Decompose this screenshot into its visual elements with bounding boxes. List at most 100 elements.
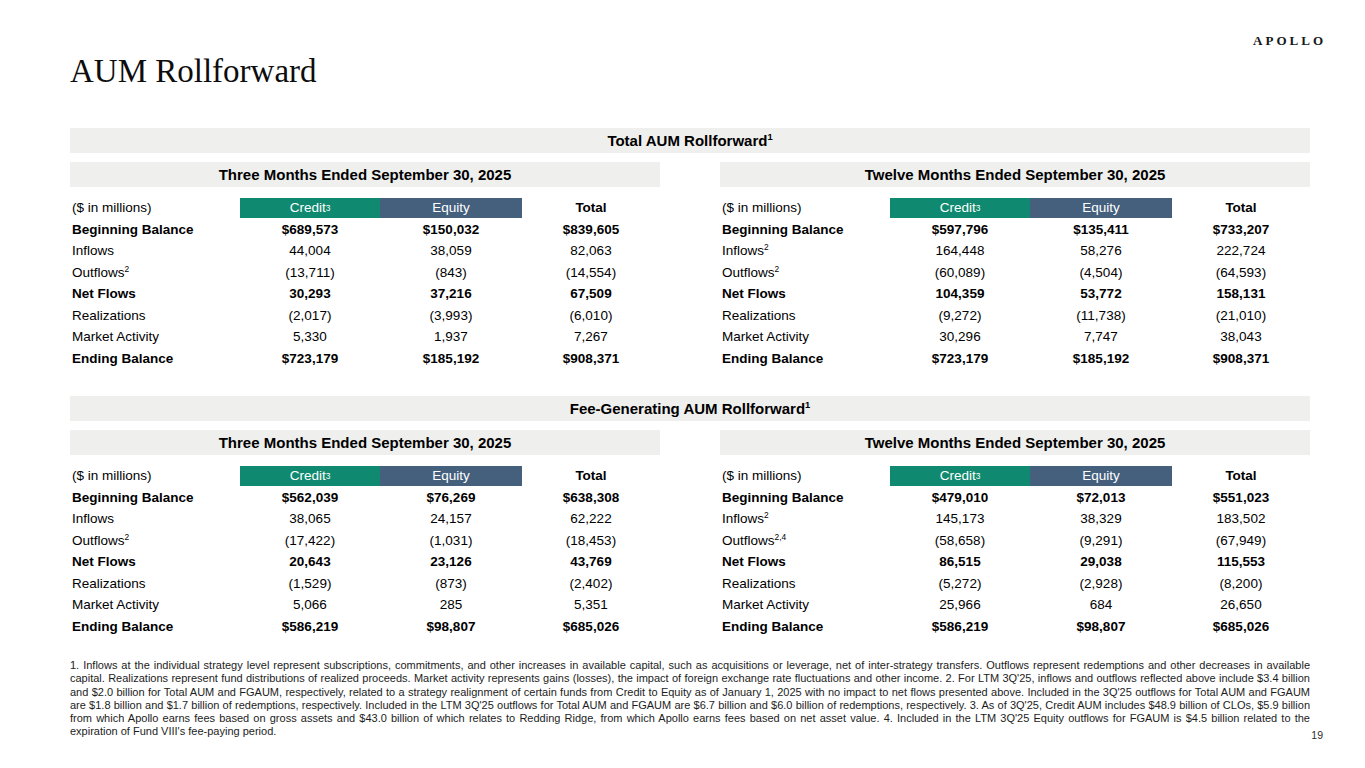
unit-label: ($ in millions) (70, 468, 240, 483)
table-row: Outflows2(13,711)(843)(14,554) (70, 262, 660, 284)
total-column-header: Total (522, 466, 660, 486)
value-credit: $479,010 (890, 490, 1030, 505)
value-equity: 38,329 (1030, 511, 1172, 526)
credit-column-header: Credit3 (240, 466, 380, 486)
value-equity: 7,747 (1030, 329, 1172, 344)
table-row: Outflows2(17,422)(1,031)(18,453) (70, 530, 660, 552)
value-credit: 20,643 (240, 554, 380, 569)
section-title: Fee-Generating AUM Rollforward1 (570, 400, 810, 417)
value-equity: $98,807 (1030, 619, 1172, 634)
period-heading-band: Three Months Ended September 30, 2025 (70, 430, 660, 455)
period-heading: Three Months Ended September 30, 2025 (219, 434, 512, 451)
row-label: Realizations (720, 308, 890, 323)
table-row: Outflows2(60,089)(4,504)(64,593) (720, 262, 1310, 284)
value-equity: $72,013 (1030, 490, 1172, 505)
apollo-logo: APOLLO (1253, 33, 1326, 49)
section-title: Total AUM Rollforward1 (607, 132, 772, 149)
table-row: Beginning Balance$479,010$72,013$551,023 (720, 487, 1310, 509)
footnotes: 1. Inflows at the individual strategy le… (70, 659, 1310, 739)
section-title-band: Fee-Generating AUM Rollforward1 (70, 396, 1310, 421)
value-credit: 25,966 (890, 597, 1030, 612)
period-heading: Three Months Ended September 30, 2025 (219, 166, 512, 183)
value-credit: 38,065 (240, 511, 380, 526)
value-total: (2,402) (522, 576, 660, 591)
row-label: Ending Balance (70, 619, 240, 634)
value-equity: (11,738) (1030, 308, 1172, 323)
page-number: 19 (1311, 729, 1323, 741)
row-label: Beginning Balance (70, 490, 240, 505)
value-total: (14,554) (522, 265, 660, 280)
equity-column-header: Equity (380, 198, 522, 218)
value-equity: 1,937 (380, 329, 522, 344)
value-total: 82,063 (522, 243, 660, 258)
table-row: Net Flows86,51529,038115,553 (720, 551, 1310, 573)
row-label: Beginning Balance (720, 490, 890, 505)
aum-table: ($ in millions) Credit3 Equity Total Beg… (70, 465, 660, 637)
value-total: 62,222 (522, 511, 660, 526)
value-equity: (1,031) (380, 533, 522, 548)
value-credit: 5,330 (240, 329, 380, 344)
row-label: Realizations (70, 576, 240, 591)
row-label: Net Flows (720, 554, 890, 569)
row-label: Outflows2 (70, 265, 240, 280)
table-row: Market Activity5,3301,9377,267 (70, 326, 660, 348)
value-credit: $723,179 (890, 351, 1030, 366)
value-total: $551,023 (1172, 490, 1310, 505)
value-equity: $150,032 (380, 222, 522, 237)
row-label: Realizations (70, 308, 240, 323)
value-credit: 164,448 (890, 243, 1030, 258)
row-label: Outflows2 (720, 265, 890, 280)
aum-table: ($ in millions) Credit3 Equity Total Beg… (720, 197, 1310, 369)
aum-table: ($ in millions) Credit3 Equity Total Beg… (70, 197, 660, 369)
table-row: Beginning Balance$597,796$135,411$733,20… (720, 219, 1310, 241)
table-row: Inflows44,00438,05982,063 (70, 240, 660, 262)
value-equity: (4,504) (1030, 265, 1172, 280)
table-body: Beginning Balance$689,573$150,032$839,60… (70, 219, 660, 370)
period-heading: Twelve Months Ended September 30, 2025 (865, 434, 1166, 451)
table-row: Inflows2145,17338,329183,502 (720, 508, 1310, 530)
section-title-footnote-ref: 1 (805, 400, 810, 410)
value-equity: $98,807 (380, 619, 522, 634)
value-total: (18,453) (522, 533, 660, 548)
table-row: Inflows38,06524,15762,222 (70, 508, 660, 530)
table-row: Net Flows30,29337,21667,509 (70, 283, 660, 305)
period-heading: Twelve Months Ended September 30, 2025 (865, 166, 1166, 183)
row-label: Market Activity (720, 597, 890, 612)
value-credit: 104,359 (890, 286, 1030, 301)
value-equity: 24,157 (380, 511, 522, 526)
value-total: (6,010) (522, 308, 660, 323)
table-row: Net Flows20,64323,12643,769 (70, 551, 660, 573)
table-row: Ending Balance$586,219$98,807$685,026 (720, 616, 1310, 638)
period-heading-band: Twelve Months Ended September 30, 2025 (720, 430, 1310, 455)
row-label: Ending Balance (720, 619, 890, 634)
value-credit: 86,515 (890, 554, 1030, 569)
value-equity: $76,269 (380, 490, 522, 505)
row-label: Inflows (70, 511, 240, 526)
value-credit: (5,272) (890, 576, 1030, 591)
row-label: Market Activity (70, 597, 240, 612)
value-total: 38,043 (1172, 329, 1310, 344)
value-equity: 23,126 (380, 554, 522, 569)
table-row: Market Activity5,0662855,351 (70, 594, 660, 616)
value-total: 222,724 (1172, 243, 1310, 258)
period-twelve-months: Twelve Months Ended September 30, 2025 (… (720, 430, 1310, 637)
table-header-row: ($ in millions) Credit3 Equity Total (720, 465, 1310, 487)
value-equity: 58,276 (1030, 243, 1172, 258)
table-body: Beginning Balance$597,796$135,411$733,20… (720, 219, 1310, 370)
value-equity: 684 (1030, 597, 1172, 612)
table-row: Ending Balance$723,179$185,192$908,371 (70, 348, 660, 370)
table-header-row: ($ in millions) Credit3 Equity Total (70, 465, 660, 487)
value-total: $638,308 (522, 490, 660, 505)
value-equity: (873) (380, 576, 522, 591)
table-row: Inflows2164,44858,276222,724 (720, 240, 1310, 262)
value-equity: (2,928) (1030, 576, 1172, 591)
value-total: $839,605 (522, 222, 660, 237)
section-title-band: Total AUM Rollforward1 (70, 128, 1310, 153)
row-label: Outflows2 (70, 533, 240, 548)
aum-table: ($ in millions) Credit3 Equity Total Beg… (720, 465, 1310, 637)
value-credit: 145,173 (890, 511, 1030, 526)
value-total: $685,026 (522, 619, 660, 634)
table-row: Market Activity30,2967,74738,043 (720, 326, 1310, 348)
period-row: Three Months Ended September 30, 2025 ($… (70, 430, 1310, 637)
period-twelve-months: Twelve Months Ended September 30, 2025 (… (720, 162, 1310, 369)
